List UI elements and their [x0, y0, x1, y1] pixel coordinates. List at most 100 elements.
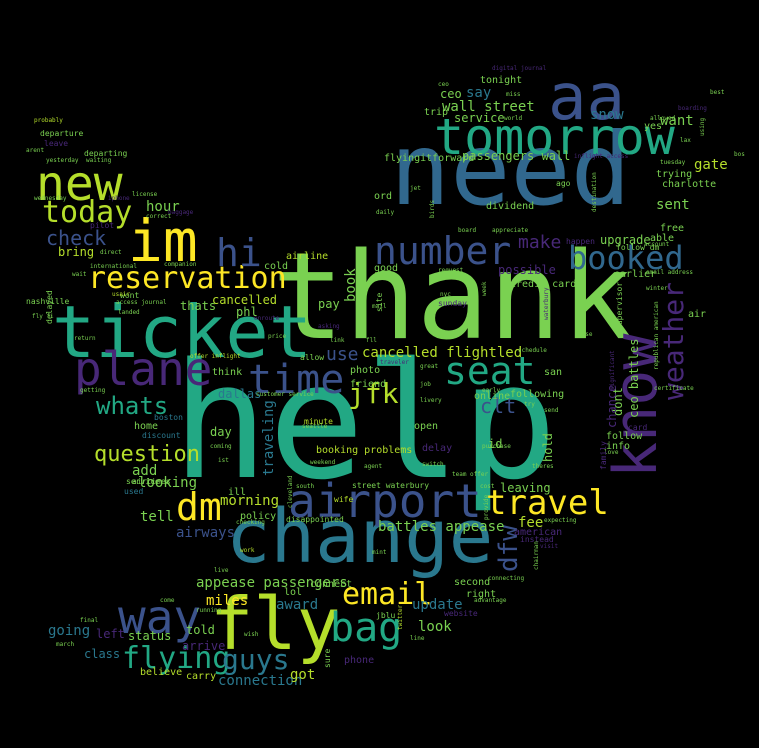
cloud-word: ticket — [52, 290, 313, 374]
cloud-word: clt — [480, 394, 517, 418]
cloud-word: miss — [506, 91, 521, 98]
cloud-word: send — [544, 407, 559, 414]
cloud-word: passengers wall — [462, 149, 571, 163]
cloud-word: info — [606, 441, 631, 452]
cloud-word: discount — [142, 431, 181, 440]
cloud-word: right — [466, 589, 497, 600]
cloud-word: follow dm — [616, 243, 660, 252]
cloud-word: book — [343, 268, 359, 302]
cloud-word: airport — [288, 474, 482, 528]
cloud-word: free — [660, 223, 685, 234]
cloud-word: add — [132, 463, 158, 479]
cloud-word: thats — [180, 299, 217, 313]
cloud-word: live — [214, 567, 229, 574]
cloud-word: republican american — [653, 301, 660, 370]
cloud-word: need — [390, 111, 631, 228]
cloud-word: connect — [310, 579, 353, 590]
cloud-word: make — [518, 232, 562, 253]
cloud-word: wife — [334, 495, 354, 504]
cloud-word: bring — [58, 245, 95, 259]
cloud-word: question — [94, 442, 200, 467]
cloud-word: early — [482, 387, 501, 394]
cloud-word: week — [481, 281, 488, 296]
cloud-word: ceo battles — [627, 338, 641, 418]
cloud-word: sunday — [438, 299, 467, 308]
cloud-word: certificate — [654, 385, 694, 392]
cloud-word: hi — [216, 231, 262, 275]
cloud-word: cold — [264, 261, 289, 272]
cloud-word: following — [510, 389, 565, 400]
cloud-word: charlotte — [662, 179, 717, 190]
cloud-word: tomorrow — [434, 108, 675, 166]
cloud-word: running — [196, 607, 222, 614]
cloud-word: thank — [272, 228, 634, 367]
cloud-word: cleveland — [287, 475, 294, 508]
cloud-word: asking — [318, 323, 340, 330]
cloud-word: access journal — [116, 299, 167, 306]
cloud-word: arrive — [182, 639, 226, 653]
cloud-word: weekend — [310, 459, 336, 466]
cloud-word: theres — [532, 463, 554, 470]
cloud-word: open — [414, 421, 439, 432]
cloud-word: travel — [486, 483, 609, 523]
cloud-word: follow — [606, 431, 643, 442]
cloud-word: schedule — [518, 347, 547, 354]
cloud-word: cost — [480, 483, 495, 490]
cloud-word: departing — [84, 149, 128, 158]
cloud-word: going — [48, 623, 91, 639]
cloud-word: status — [128, 629, 172, 643]
cloud-word: inflight access — [574, 153, 629, 160]
cloud-word: visit — [540, 543, 559, 550]
cloud-word: winter — [646, 285, 668, 292]
cloud-word: tonight — [480, 75, 523, 86]
cloud-word: ist — [218, 457, 229, 464]
cloud-word: airways — [176, 525, 236, 541]
cloud-word: chance — [605, 384, 619, 428]
cloud-word: international — [90, 263, 137, 270]
cloud-word: id — [488, 437, 503, 451]
cloud-word: reservation — [88, 261, 287, 296]
cloud-word: wednesday — [34, 195, 67, 202]
cloud-word: number — [374, 229, 512, 273]
cloud-word: license — [132, 191, 158, 198]
cloud-word: correct — [146, 213, 172, 220]
cloud-word: appreciate — [492, 227, 529, 234]
cloud-word: say — [466, 85, 492, 101]
cloud-word: flying — [122, 641, 231, 676]
cloud-word: work — [240, 547, 255, 554]
cloud-word: job — [420, 381, 431, 388]
cloud-word: arent — [26, 147, 45, 154]
cloud-word: price — [268, 333, 287, 340]
cloud-word: im — [128, 207, 198, 275]
cloud-word: leaving — [500, 481, 551, 495]
cloud-word: tuesday — [660, 159, 686, 166]
cloud-word: traveler — [380, 359, 409, 366]
cloud-word: believe — [140, 667, 183, 678]
cloud-word: birds — [429, 199, 436, 218]
cloud-word: air — [688, 309, 707, 320]
cloud-word: leave — [44, 139, 69, 148]
cloud-word: try — [524, 401, 535, 408]
cloud-word: best — [710, 89, 725, 96]
cloud-word: wait — [72, 271, 87, 278]
cloud-word: phone — [344, 655, 375, 666]
cloud-word: boarding — [678, 105, 707, 112]
cloud-word: south — [296, 483, 315, 490]
cloud-word: digital journal — [492, 65, 547, 72]
cloud-word: bag — [330, 605, 403, 651]
cloud-word: time — [248, 357, 345, 403]
cloud-word: trip — [424, 107, 449, 118]
cloud-word: iphone — [108, 195, 130, 202]
cloud-word: booked — [568, 239, 684, 277]
cloud-word: service — [126, 477, 160, 486]
cloud-word: ceo — [440, 87, 462, 101]
cloud-word: second — [454, 577, 491, 588]
cloud-word: dallas — [218, 387, 262, 401]
cloud-word: hold — [541, 433, 555, 462]
cloud-word: supervisor — [615, 281, 624, 330]
cloud-word: possible — [498, 263, 556, 277]
cloud-word: service — [454, 111, 505, 125]
cloud-word: seat — [444, 349, 536, 393]
cloud-word: left — [96, 627, 125, 641]
cloud-word: connecting — [488, 575, 525, 582]
